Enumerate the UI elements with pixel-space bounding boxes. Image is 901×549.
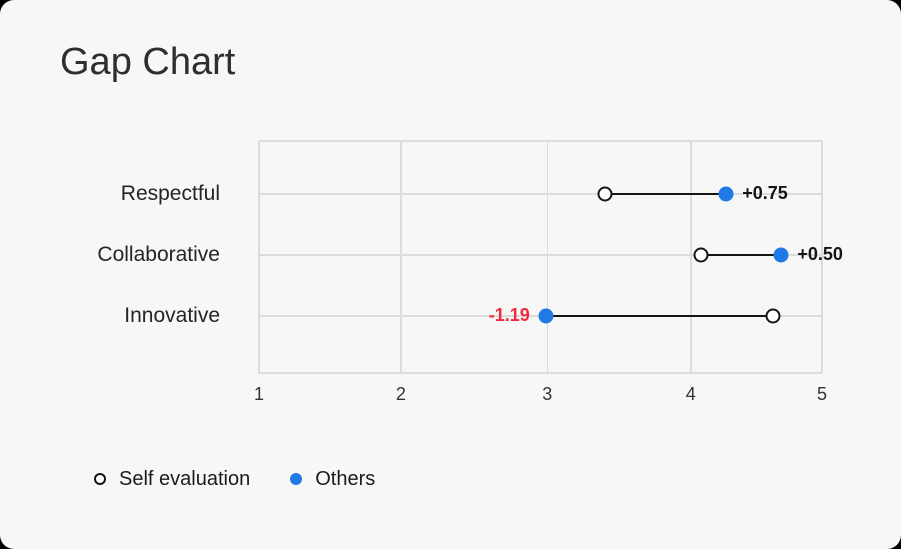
filled-circle-icon [290,473,303,485]
gap-value-label: +0.75 [742,183,788,204]
open-circle-icon [94,473,106,485]
legend-label: Self evaluation [119,468,251,490]
self-evaluation-marker [597,186,613,202]
gap-value-label: +0.50 [797,244,843,265]
category-label: Innovative [124,304,220,327]
category-label: Respectful [120,182,220,205]
legend: Self evaluation Others [94,467,375,491]
legend-label: Others [315,468,376,490]
gridline-vertical [400,141,402,373]
others-marker [773,247,789,263]
plot-area: +0.75 +0.50 -1.19 [258,140,843,374]
x-tick-label: 3 [542,384,553,404]
x-tick-label: 5 [816,384,828,404]
gridline-vertical [258,141,260,373]
others-marker [718,186,734,202]
legend-item: Others [290,467,375,491]
gap-connector [701,254,782,256]
gridline-horizontal [259,254,822,256]
gridline-vertical [821,141,823,373]
category-label: Collaborative [97,243,220,266]
gridline-vertical [546,141,548,373]
gridline-vertical [690,141,692,373]
self-evaluation-marker [765,308,781,324]
gap-connector [604,193,727,195]
gridline-horizontal [259,372,822,374]
x-tick-label: 4 [685,384,696,404]
gap-connector [545,315,774,317]
gap-value-label: -1.19 [488,305,530,326]
others-marker [538,308,554,324]
self-evaluation-marker [693,247,709,263]
gridline-horizontal [259,193,822,195]
x-tick-label: 1 [253,384,265,404]
x-tick-label: 2 [395,384,406,404]
chart-title: Gap Chart [60,41,236,83]
legend-item: Self evaluation [94,467,250,491]
gridline-horizontal [259,140,822,142]
